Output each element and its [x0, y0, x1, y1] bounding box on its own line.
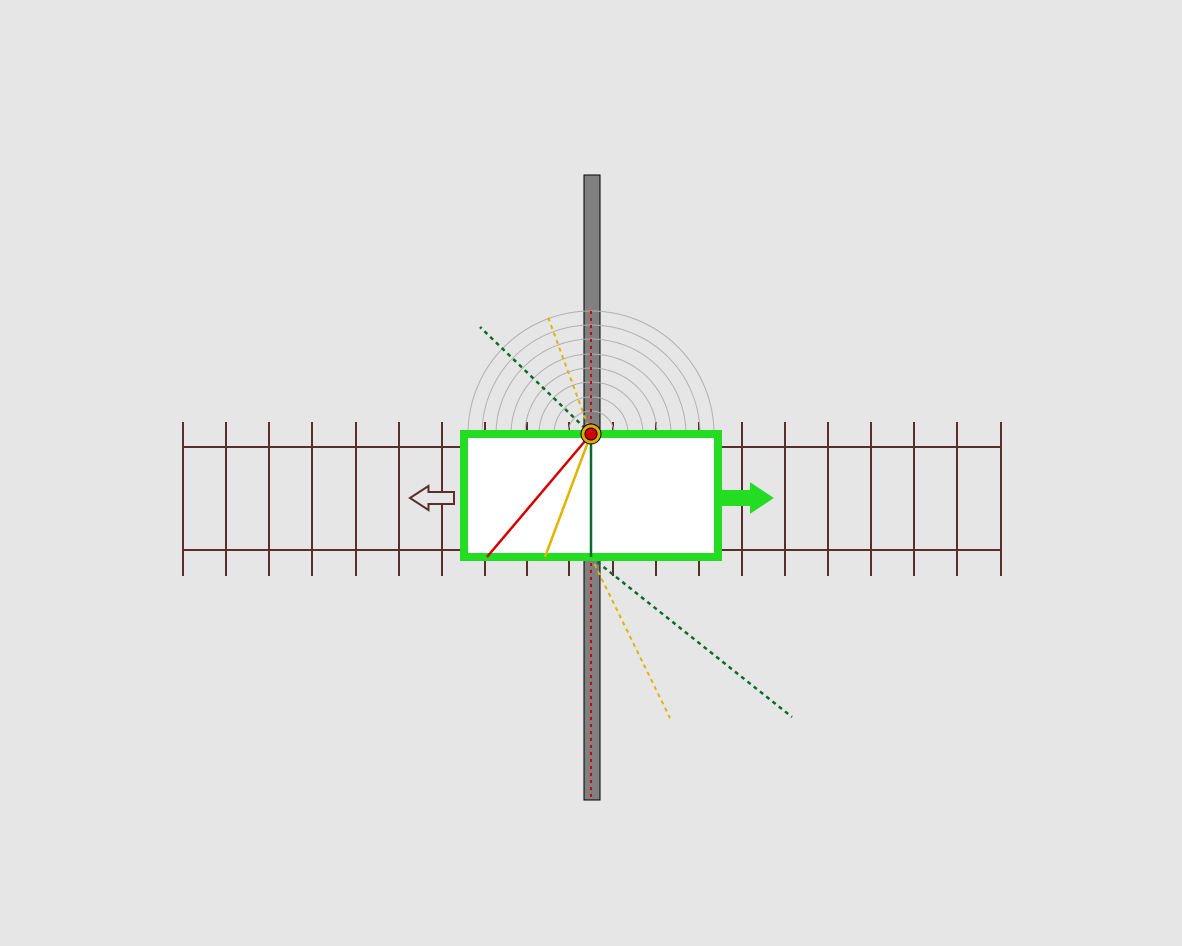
physics-diagram: [0, 0, 1182, 946]
pivot-inner: [585, 428, 597, 440]
